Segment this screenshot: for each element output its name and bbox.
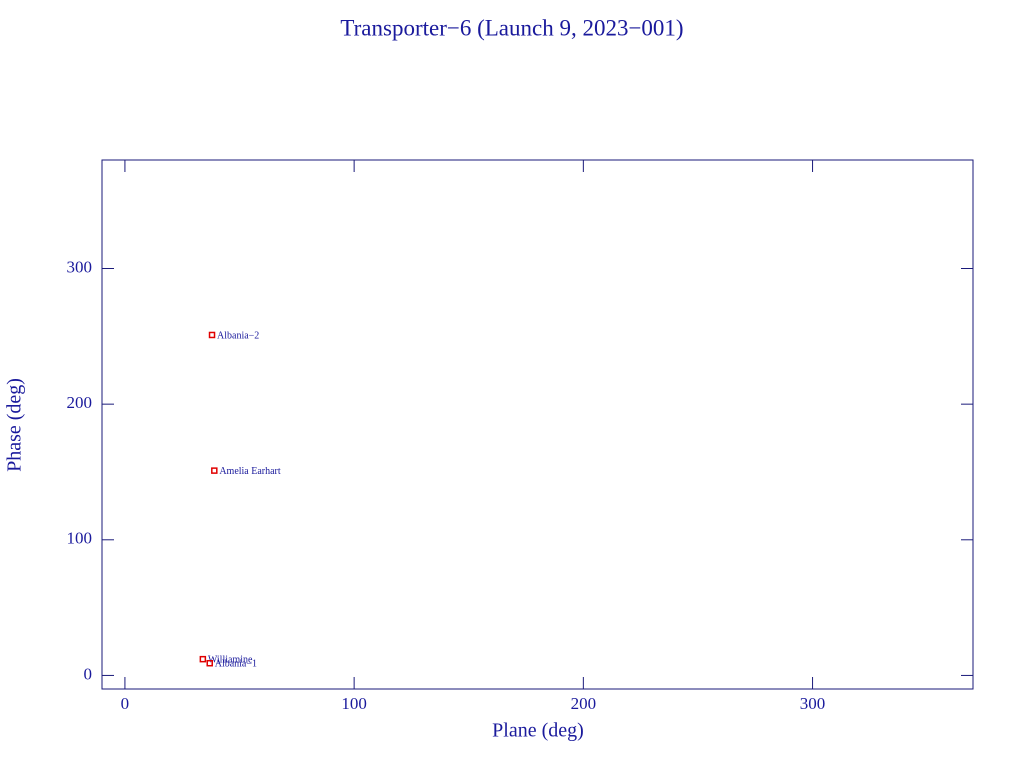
point: [199, 655, 207, 663]
point: [211, 467, 218, 474]
y-tick-label: 300: [67, 257, 93, 276]
plot-frame: [101, 159, 974, 690]
point: [206, 659, 213, 667]
y-tick-label: 200: [67, 393, 93, 412]
y-tick-label: 100: [67, 529, 93, 548]
point: [208, 331, 216, 339]
x-tick-label: 100: [341, 694, 367, 713]
x-tick-label: 200: [571, 694, 597, 713]
point-label: Williamine: [208, 654, 253, 665]
x-tick-label: 0: [121, 694, 130, 713]
y-tick-label: 0: [84, 664, 93, 683]
chart-title: Transporter−6 (Launch 9, 2023−001): [340, 15, 683, 40]
x-tick-label: 300: [800, 694, 826, 713]
point-label: Amelia Earhart: [219, 466, 281, 477]
x-axis-label: Plane (deg): [492, 720, 584, 742]
point-label: Albania−1: [215, 659, 257, 670]
y-axis-label: Phase (deg): [4, 378, 26, 472]
point-label: Albania−2: [217, 330, 259, 341]
